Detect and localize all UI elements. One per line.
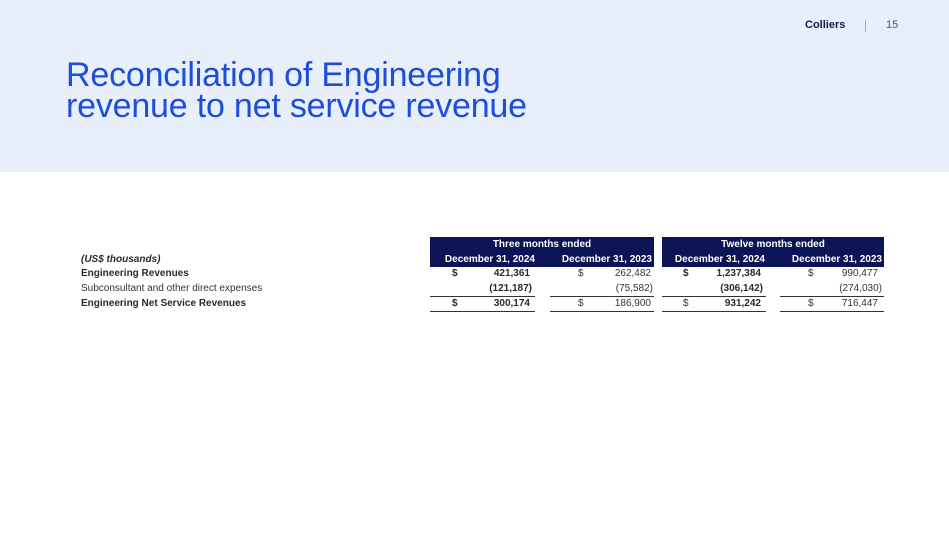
column-header: December 31, 2023 (537, 252, 654, 267)
column-header: December 31, 2024 (662, 252, 767, 267)
group-header-twelve-months: Twelve months ended (662, 237, 884, 252)
currency-symbol: $ (683, 298, 689, 309)
group-header-label: Twelve months ended (721, 239, 825, 250)
currency-symbol: $ (808, 298, 814, 309)
row-label-net-service-revenues: Engineering Net Service Revenues (81, 298, 247, 309)
table-cell: 990,477 (841, 268, 878, 279)
table-cell: 186,900 (614, 298, 651, 309)
column-header-label: December 31, 2024 (674, 254, 765, 265)
group-header-label: Three months ended (492, 239, 592, 250)
table-cell: 1,237,384 (716, 268, 762, 279)
total-rule (780, 311, 884, 312)
table-cell: 421,361 (493, 268, 530, 279)
currency-symbol: $ (683, 268, 689, 279)
page-title-line-1: Reconciliation of Engineering (66, 56, 501, 94)
column-header: December 31, 2024 (430, 252, 537, 267)
currency-symbol: $ (578, 298, 584, 309)
table-cell: (75,582) (615, 283, 653, 294)
column-header-label: December 31, 2024 (444, 254, 535, 265)
header-separator: | (864, 18, 868, 32)
currency-symbol: $ (452, 268, 458, 279)
table-cell: 262,482 (614, 268, 651, 279)
total-rule (662, 311, 766, 312)
table-cell: 931,242 (724, 298, 761, 309)
table-cell: 716,447 (841, 298, 878, 309)
row-label-engineering-revenues: Engineering Revenues (81, 268, 189, 279)
row-label-subconsultant-expenses: Subconsultant and other direct expenses (81, 283, 263, 294)
table-cell: (274,030) (839, 283, 882, 294)
column-header-label: December 31, 2023 (561, 254, 652, 265)
units-label: (US$ thousands) (81, 254, 161, 265)
table-cell: (121,187) (489, 283, 532, 294)
currency-symbol: $ (452, 298, 458, 309)
page-number: 15 (886, 19, 899, 31)
currency-symbol: $ (578, 268, 584, 279)
header-band (0, 0, 949, 172)
currency-symbol: $ (808, 268, 814, 279)
column-header: December 31, 2023 (767, 252, 884, 267)
brand-logo-text: Colliers (805, 19, 846, 31)
total-rule (550, 311, 654, 312)
total-rule (430, 311, 535, 312)
table-cell: (306,142) (720, 283, 763, 294)
table-cell: 300,174 (493, 298, 530, 309)
column-header-label: December 31, 2023 (791, 254, 882, 265)
page-title-line-2: revenue to net service revenue (66, 87, 527, 125)
page-title: Reconciliation of Engineering revenue to… (66, 56, 766, 125)
group-header-three-months: Three months ended (430, 237, 654, 252)
